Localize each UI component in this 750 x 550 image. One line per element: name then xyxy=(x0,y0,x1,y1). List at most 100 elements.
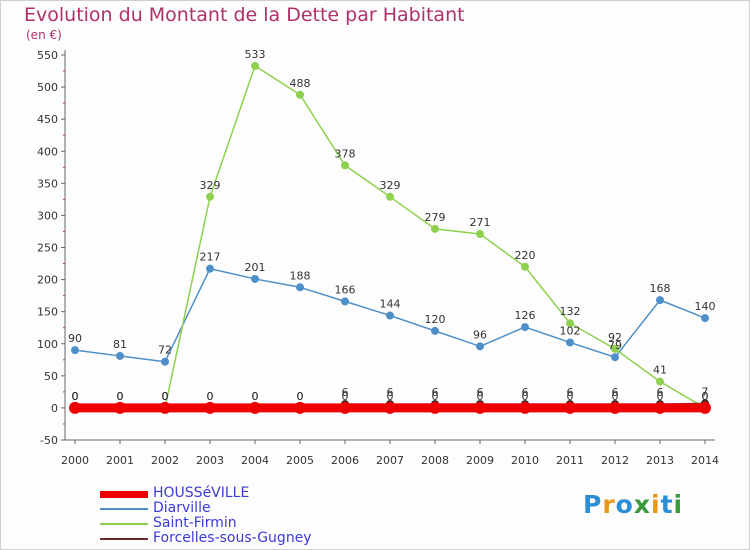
data-label-2: 488 xyxy=(290,77,311,90)
x-tick-label: 2011 xyxy=(556,454,584,467)
logo-letter: i xyxy=(651,490,661,519)
data-label-2: 378 xyxy=(335,147,356,160)
logo-letter: x xyxy=(633,490,651,519)
x-tick-label: 2001 xyxy=(106,454,134,467)
x-tick-label: 2003 xyxy=(196,454,224,467)
legend-item: Diarville xyxy=(100,500,360,516)
y-tick-label: 250 xyxy=(37,242,58,255)
logo-letter: r xyxy=(602,490,616,519)
chart-unit-label: (en €) xyxy=(26,28,62,42)
series-2-point xyxy=(206,192,214,201)
data-label-3: 0 xyxy=(252,390,259,403)
series-0-point xyxy=(384,401,396,414)
series-1-point xyxy=(476,342,484,351)
data-label-0: 0 xyxy=(252,390,259,403)
x-tick-label: 2013 xyxy=(646,454,674,467)
data-label-2: 0 xyxy=(702,390,709,403)
data-label-0: 0 xyxy=(612,390,619,403)
data-label-3: 0 xyxy=(297,390,304,403)
legend-swatch xyxy=(100,490,148,498)
x-tick-label: 2009 xyxy=(466,454,494,467)
logo-letter: o xyxy=(615,490,634,519)
series-2-point xyxy=(431,224,439,233)
series-2-point xyxy=(296,90,304,99)
series-1-point xyxy=(386,311,394,320)
data-label-1: 144 xyxy=(380,298,401,311)
data-label-1: 79 xyxy=(608,339,622,352)
series-0-point xyxy=(609,401,621,414)
data-labels: 0 0 0 0 0 0 0 0 0 0 0 0 0 0 0 90 81 72 217 201 188 166 144 120 9… xyxy=(68,48,716,403)
data-label-1: 102 xyxy=(560,324,581,337)
data-label-0: 0 xyxy=(342,390,349,403)
y-tick-label: 300 xyxy=(37,209,58,222)
data-label-1: 120 xyxy=(425,313,446,326)
data-label-2: 271 xyxy=(470,216,491,229)
data-label-0: 0 xyxy=(477,390,484,403)
data-label-3: 6 xyxy=(522,386,529,399)
data-label-0: 0 xyxy=(72,390,79,403)
series-1-point xyxy=(71,346,79,355)
chart-title: Evolution du Montant de la Dette par Hab… xyxy=(24,4,465,26)
data-label-2: 132 xyxy=(560,305,581,318)
x-tick-label: 2004 xyxy=(241,454,269,467)
data-label-2: 329 xyxy=(380,179,401,192)
data-label-3: 6 xyxy=(477,386,484,399)
data-label-3: 6 xyxy=(387,386,394,399)
data-label-0: 0 xyxy=(702,390,709,403)
data-label-1: 166 xyxy=(335,283,356,296)
data-label-3: 6 xyxy=(657,386,664,399)
series-1-point xyxy=(431,326,439,335)
data-label-3: 0 xyxy=(117,390,124,403)
data-label-1: 81 xyxy=(113,338,127,351)
legend-swatch xyxy=(100,538,148,540)
data-label-3: 0 xyxy=(207,390,214,403)
x-tick-label: 2012 xyxy=(601,454,629,467)
data-label-0: 0 xyxy=(207,390,214,403)
series-0-point xyxy=(339,401,351,414)
series-layer xyxy=(69,61,711,414)
series-0-point xyxy=(519,401,531,414)
series-2-point xyxy=(251,61,259,70)
series-1-point xyxy=(701,314,709,323)
data-label-0: 0 xyxy=(657,390,664,403)
series-1-point xyxy=(116,351,124,360)
series-0-point xyxy=(474,401,486,414)
x-tick-label: 2010 xyxy=(511,454,539,467)
data-label-3: 6 xyxy=(432,386,439,399)
data-label-3: 0 xyxy=(72,390,79,403)
series-0-point xyxy=(654,401,666,414)
data-label-3: 7 xyxy=(702,385,709,398)
logo-letter: t xyxy=(660,490,674,519)
y-tick-label: 500 xyxy=(37,81,58,94)
data-label-1: 72 xyxy=(158,344,172,357)
data-label-3: 6 xyxy=(567,386,574,399)
series-2-point xyxy=(521,262,529,271)
y-tick-label: 150 xyxy=(37,306,58,319)
series-2-point xyxy=(611,344,619,353)
legend-label: Forcelles-sous-Gugney xyxy=(153,530,312,546)
data-label-2: 0 xyxy=(162,390,169,403)
series-2-point xyxy=(341,161,349,170)
x-tick-label: 2005 xyxy=(286,454,314,467)
series-0-point xyxy=(564,401,576,414)
series-2-point xyxy=(386,192,394,201)
data-label-2: 92 xyxy=(608,331,622,344)
y-tick-label: 0 xyxy=(51,402,58,415)
series-1-point xyxy=(251,274,259,283)
data-label-3: 6 xyxy=(342,386,349,399)
y-tick-label: 100 xyxy=(37,338,58,351)
legend-label: Diarville xyxy=(153,500,211,516)
series-2-point xyxy=(476,230,484,239)
y-tick-label: 400 xyxy=(37,145,58,158)
y-tick-label: 450 xyxy=(37,113,58,126)
series-1-point xyxy=(341,297,349,306)
data-label-2: 533 xyxy=(245,48,266,61)
series-0-point xyxy=(699,401,711,414)
data-label-0: 0 xyxy=(387,390,394,403)
proxiti-logo: Proxiti xyxy=(583,490,683,519)
data-label-1: 140 xyxy=(695,300,716,313)
x-tick-label: 2006 xyxy=(331,454,359,467)
series-0-point xyxy=(114,401,126,414)
axes xyxy=(64,50,715,441)
